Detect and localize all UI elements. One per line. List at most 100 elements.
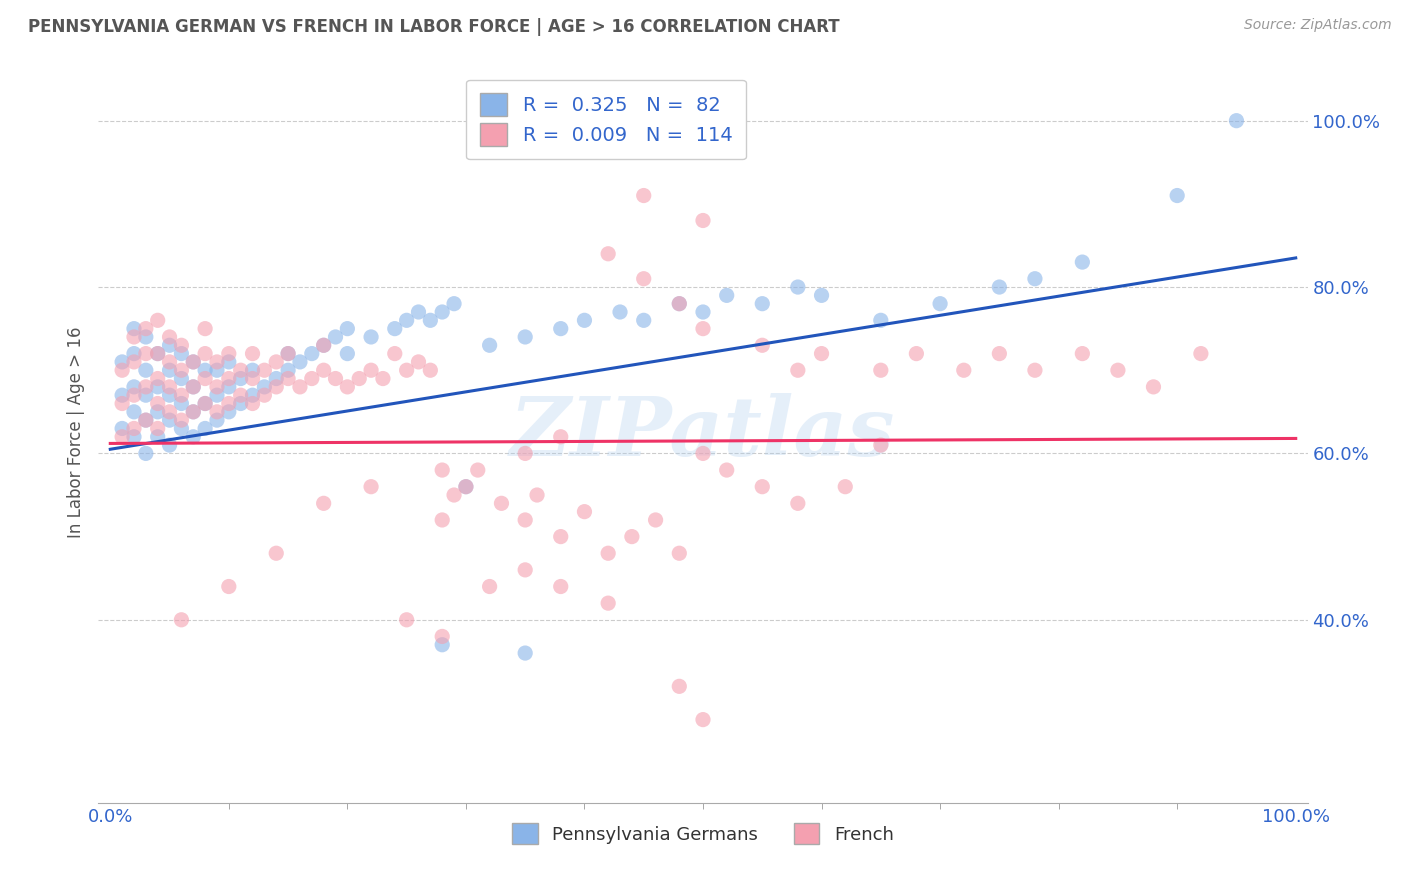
- Point: [135, 380, 157, 394]
- Point: [454, 480, 477, 494]
- Point: [408, 355, 430, 369]
- Point: [242, 396, 264, 410]
- Point: [598, 246, 620, 260]
- Point: [170, 396, 193, 410]
- Point: [1166, 188, 1188, 202]
- Point: [218, 396, 240, 410]
- Point: [869, 438, 891, 452]
- Point: [988, 280, 1011, 294]
- Point: [170, 613, 193, 627]
- Point: [194, 396, 217, 410]
- Point: [253, 388, 276, 402]
- Point: [1024, 363, 1046, 377]
- Point: [668, 679, 690, 693]
- Point: [122, 330, 145, 344]
- Point: [786, 280, 808, 294]
- Point: [301, 371, 323, 385]
- Point: [205, 388, 228, 402]
- Point: [159, 330, 181, 344]
- Point: [170, 371, 193, 385]
- Point: [432, 629, 454, 643]
- Point: [159, 338, 181, 352]
- Point: [159, 413, 181, 427]
- Point: [467, 463, 489, 477]
- Point: [146, 313, 169, 327]
- Point: [609, 305, 631, 319]
- Point: [111, 363, 134, 377]
- Point: [692, 305, 714, 319]
- Point: [146, 346, 169, 360]
- Point: [810, 346, 832, 360]
- Point: [1071, 255, 1094, 269]
- Legend: Pennsylvania Germans, French: Pennsylvania Germans, French: [503, 814, 903, 853]
- Point: [277, 363, 299, 377]
- Point: [751, 480, 773, 494]
- Point: [122, 346, 145, 360]
- Point: [122, 388, 145, 402]
- Point: [181, 430, 204, 444]
- Point: [135, 413, 157, 427]
- Point: [478, 338, 501, 352]
- Point: [111, 396, 134, 410]
- Point: [122, 430, 145, 444]
- Point: [395, 313, 418, 327]
- Point: [159, 355, 181, 369]
- Point: [277, 346, 299, 360]
- Point: [218, 380, 240, 394]
- Point: [205, 405, 228, 419]
- Point: [515, 563, 537, 577]
- Point: [395, 613, 418, 627]
- Point: [277, 346, 299, 360]
- Point: [194, 396, 217, 410]
- Point: [111, 355, 134, 369]
- Point: [194, 346, 217, 360]
- Point: [111, 421, 134, 435]
- Point: [159, 363, 181, 377]
- Point: [159, 380, 181, 394]
- Point: [692, 213, 714, 227]
- Point: [1142, 380, 1164, 394]
- Point: [432, 638, 454, 652]
- Point: [716, 463, 738, 477]
- Point: [384, 321, 406, 335]
- Point: [301, 346, 323, 360]
- Point: [159, 405, 181, 419]
- Point: [135, 388, 157, 402]
- Point: [194, 321, 217, 335]
- Point: [218, 371, 240, 385]
- Point: [159, 438, 181, 452]
- Point: [454, 480, 477, 494]
- Point: [312, 338, 335, 352]
- Point: [242, 388, 264, 402]
- Point: [205, 363, 228, 377]
- Point: [988, 346, 1011, 360]
- Point: [408, 305, 430, 319]
- Point: [952, 363, 974, 377]
- Point: [229, 371, 252, 385]
- Point: [111, 388, 134, 402]
- Point: [432, 513, 454, 527]
- Point: [170, 413, 193, 427]
- Point: [181, 405, 204, 419]
- Point: [371, 371, 394, 385]
- Point: [360, 480, 382, 494]
- Point: [478, 580, 501, 594]
- Point: [218, 355, 240, 369]
- Point: [264, 355, 287, 369]
- Point: [550, 321, 572, 335]
- Point: [786, 496, 808, 510]
- Point: [135, 321, 157, 335]
- Point: [312, 338, 335, 352]
- Point: [135, 346, 157, 360]
- Point: [810, 288, 832, 302]
- Point: [312, 363, 335, 377]
- Point: [1189, 346, 1212, 360]
- Point: [347, 371, 370, 385]
- Point: [181, 355, 204, 369]
- Point: [277, 371, 299, 385]
- Point: [550, 530, 572, 544]
- Point: [135, 363, 157, 377]
- Point: [122, 421, 145, 435]
- Point: [264, 371, 287, 385]
- Point: [325, 371, 347, 385]
